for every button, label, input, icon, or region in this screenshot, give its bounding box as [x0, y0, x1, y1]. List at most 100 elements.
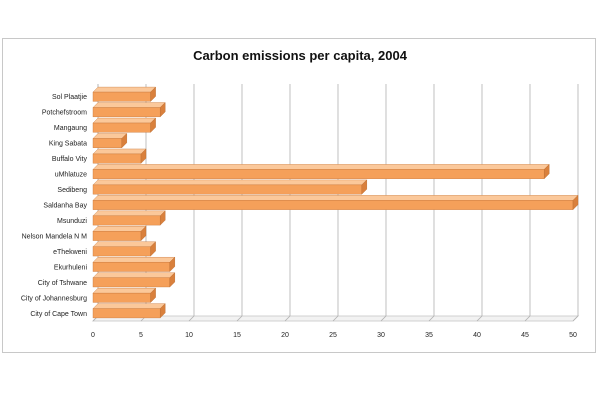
chart-canvas: Carbon emissions per capita, 2004 Sol Pl… [21, 48, 580, 339]
x-tick-label: 40 [473, 332, 481, 339]
bar-front-face [92, 169, 545, 179]
bar-end-face [150, 287, 156, 303]
x-tick-label: 10 [185, 332, 193, 339]
bar-end-face [544, 163, 550, 180]
bar-end-face [150, 241, 156, 257]
bar [92, 241, 157, 257]
x-tick-label: 20 [281, 332, 289, 339]
category-label: Mangaung [54, 125, 87, 132]
bar-front-face [92, 262, 171, 272]
bar-end-face [160, 210, 166, 226]
category-label: Msunduzi [57, 218, 87, 225]
bar-end-face [121, 133, 127, 149]
grid-floor-line [476, 315, 483, 322]
bar-top-face [92, 226, 147, 232]
grid-floor-line [524, 315, 531, 322]
grid-floor-line [332, 315, 339, 322]
bar-end-face [140, 225, 147, 242]
bar [92, 303, 166, 319]
x-tick-label: 5 [139, 332, 143, 339]
bar [92, 86, 157, 102]
bar-front-face [92, 153, 142, 164]
grid-floor-line [284, 315, 291, 322]
category-label: City of Johannesburg [21, 295, 87, 302]
category-label: Saldanha Bay [43, 203, 87, 210]
grid-floor-line [428, 315, 435, 322]
grid-floor-line [236, 315, 243, 322]
category-label: City of Cape Town [30, 311, 87, 318]
bar-top-face [92, 148, 147, 155]
bar-top-face [92, 241, 157, 247]
category-labels: Sol Plaatjie Potchefstroom Mangaung King Sa… [21, 94, 88, 318]
bar [92, 102, 166, 118]
bar-top-face [92, 195, 579, 201]
bar-top-face [92, 179, 368, 186]
bar [92, 256, 176, 272]
category-label: Ekurhuleni [54, 264, 88, 271]
bar-end-face [169, 256, 175, 272]
bar-front-face [92, 292, 151, 303]
bar-end-face [150, 86, 156, 102]
bar-end-face [169, 272, 175, 288]
grid-floor-line [572, 315, 579, 322]
bar-front-face [92, 138, 122, 148]
grid-floor-line [380, 315, 387, 322]
x-tick-label: 25 [329, 332, 337, 339]
bar-front-face [92, 107, 161, 118]
bar-front-face [92, 246, 151, 257]
bar-front-face [92, 308, 161, 319]
category-label: Nelson Mandela N M [22, 233, 88, 240]
bar-front-face [92, 200, 574, 210]
bar-front-face [92, 277, 171, 288]
bar [92, 179, 368, 195]
category-label: uMhlatuze [55, 172, 87, 179]
bar-end-face [160, 102, 166, 118]
bar [92, 148, 147, 164]
bar-top-face [92, 303, 166, 309]
bar-top-face [92, 86, 157, 93]
bar [92, 194, 579, 211]
category-label: Sol Plaatjie [52, 94, 87, 101]
bar-top-face [92, 133, 128, 139]
bar-end-face [572, 194, 579, 211]
bar [92, 287, 157, 303]
x-tick-label: 15 [233, 332, 241, 339]
x-tick-label: 0 [91, 332, 95, 339]
x-tick-label: 50 [569, 332, 577, 339]
bar-top-face [92, 117, 157, 124]
category-label: Sedibeng [57, 187, 87, 194]
bar-end-face [361, 179, 367, 195]
category-label: Buffalo Vity [52, 156, 88, 163]
bar-top-face [92, 272, 176, 278]
bar [92, 133, 128, 149]
bars [92, 86, 579, 319]
x-tick-label: 30 [377, 332, 385, 339]
bar-end-face [160, 303, 166, 319]
bar-front-face [92, 184, 362, 195]
category-label: City of Tshwane [38, 280, 87, 287]
bar-top-face [92, 257, 176, 263]
bar-top-face [92, 102, 166, 108]
bar [92, 117, 157, 133]
grid-floor-line [188, 315, 195, 322]
bar-top-face [92, 287, 157, 294]
x-tick-label: 45 [521, 332, 529, 339]
bar-end-face [150, 117, 156, 133]
chart-title: Carbon emissions per capita, 2004 [193, 48, 408, 63]
category-label: eThekweni [53, 249, 87, 256]
category-label: Potchefstroom [42, 110, 87, 117]
x-tick-labels: 0 5 10 15 20 25 30 35 40 45 50 [91, 332, 577, 339]
bar [92, 163, 550, 180]
x-tick-label: 35 [425, 332, 433, 339]
bar [92, 272, 176, 288]
bar-front-face [92, 231, 142, 241]
bar-front-face [92, 215, 161, 226]
bar-top-face [92, 164, 550, 170]
bar [92, 225, 147, 242]
bar-top-face [92, 210, 166, 217]
chart-frame: Carbon emissions per capita, 2004 Sol Pl… [2, 38, 596, 353]
category-label: King Sabata [49, 141, 87, 148]
bar-front-face [92, 122, 151, 133]
bar-end-face [140, 148, 147, 164]
bar [92, 210, 166, 226]
